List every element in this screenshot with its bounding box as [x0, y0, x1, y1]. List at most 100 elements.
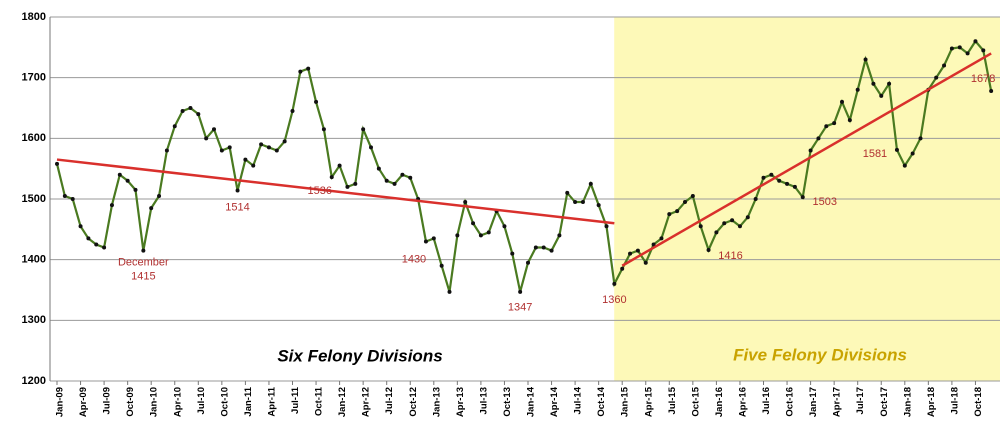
region-label: Six Felony Divisions	[277, 346, 442, 365]
data-point	[212, 127, 216, 132]
data-point	[196, 112, 201, 117]
data-point	[659, 236, 664, 241]
data-point	[635, 248, 640, 253]
x-tick-label: Apr-10	[172, 387, 183, 417]
data-point	[855, 87, 860, 92]
x-tick-label: Jul-12	[384, 387, 395, 414]
data-point	[117, 172, 122, 177]
data-point	[942, 63, 947, 68]
x-tick-label: Apr-15	[643, 386, 654, 417]
x-tick-label: Apr-17	[832, 387, 843, 417]
data-point	[164, 148, 169, 153]
data-point	[70, 197, 75, 201]
x-tick-label: Oct-09	[125, 387, 136, 417]
data-point	[588, 181, 593, 186]
data-point	[667, 212, 672, 217]
data-point	[604, 224, 609, 229]
y-tick-label: 1500	[22, 193, 46, 205]
x-tick-label: Oct-13	[502, 387, 513, 417]
data-point	[965, 51, 970, 56]
data-label: 1430	[402, 253, 426, 265]
data-point	[565, 190, 570, 195]
data-point	[502, 224, 507, 229]
data-point	[408, 175, 413, 180]
x-tick-label: Jan-18	[902, 387, 913, 417]
data-point	[361, 127, 366, 132]
data-point	[133, 187, 138, 192]
data-point	[431, 236, 436, 241]
data-point	[792, 184, 797, 189]
x-tick-label: Jul-13	[478, 387, 489, 414]
data-point	[180, 109, 185, 114]
trend-line	[621, 52, 992, 267]
x-tick-label: Jan-09	[55, 387, 66, 417]
data-point	[94, 242, 99, 247]
data-point	[447, 289, 452, 294]
data-point	[282, 139, 287, 144]
data-point	[243, 157, 248, 162]
x-tick-label: Jul-18	[949, 387, 960, 414]
data-point	[321, 127, 326, 132]
x-tick-label: Jan-14	[526, 386, 537, 417]
data-point	[902, 163, 907, 168]
data-point	[612, 281, 617, 286]
data-label: 1347	[508, 302, 532, 314]
data-point	[683, 200, 687, 205]
data-point	[227, 145, 232, 150]
data-point	[745, 215, 750, 220]
x-tick-label: Oct-10	[219, 387, 230, 417]
data-point	[455, 233, 460, 238]
data-point	[777, 178, 782, 183]
data-label: 1678	[971, 73, 995, 85]
data-label: 1581	[863, 148, 887, 160]
region-label: Five Felony Divisions	[733, 345, 907, 364]
x-tick-label: Jul-10	[196, 387, 207, 414]
data-point	[918, 136, 923, 141]
x-tick-label: Oct-16	[785, 387, 796, 417]
data-point	[981, 48, 986, 53]
data-point	[934, 75, 939, 80]
data-label: 1416	[718, 250, 742, 262]
x-tick-label: Jan-15	[620, 386, 631, 417]
data-point	[518, 289, 523, 294]
data-point	[698, 224, 703, 229]
data-point	[949, 46, 954, 51]
data-point	[439, 263, 444, 268]
data-point	[596, 203, 601, 208]
data-point	[384, 178, 389, 183]
y-tick-label: 1200	[22, 375, 46, 387]
y-tick-label: 1700	[22, 72, 46, 84]
x-tick-label: Jul-11	[290, 386, 301, 414]
data-point	[329, 175, 334, 180]
x-tick-label: Apr-11	[266, 386, 277, 416]
data-point	[109, 203, 114, 208]
data-line	[55, 39, 993, 293]
data-point	[298, 69, 303, 74]
x-tick-label: Apr-12	[361, 387, 372, 417]
data-point	[832, 121, 837, 126]
data-point	[510, 251, 515, 256]
data-point	[871, 81, 876, 86]
y-tick-label: 1800	[22, 11, 46, 23]
data-point	[78, 224, 83, 229]
data-point	[973, 39, 978, 44]
data-point	[651, 242, 656, 247]
data-point	[824, 124, 829, 129]
x-tick-label: Oct-12	[408, 387, 419, 417]
data-label: 1536	[308, 185, 332, 197]
x-tick-label: Jul-17	[855, 387, 866, 414]
x-tick-label: Jul-09	[102, 387, 113, 414]
data-point	[353, 181, 358, 186]
x-tick-label: Apr-09	[78, 387, 89, 417]
x-tick-label: Jan-13	[431, 387, 442, 417]
data-point	[894, 147, 899, 152]
x-tick-label: Oct-14	[596, 386, 607, 416]
data-point	[785, 181, 790, 186]
data-point	[463, 200, 468, 205]
data-point	[628, 251, 633, 256]
data-point	[722, 221, 727, 226]
x-tick-label: Oct-18	[973, 387, 984, 417]
x-tick-label: Jan-10	[149, 387, 160, 417]
data-point	[816, 136, 821, 141]
